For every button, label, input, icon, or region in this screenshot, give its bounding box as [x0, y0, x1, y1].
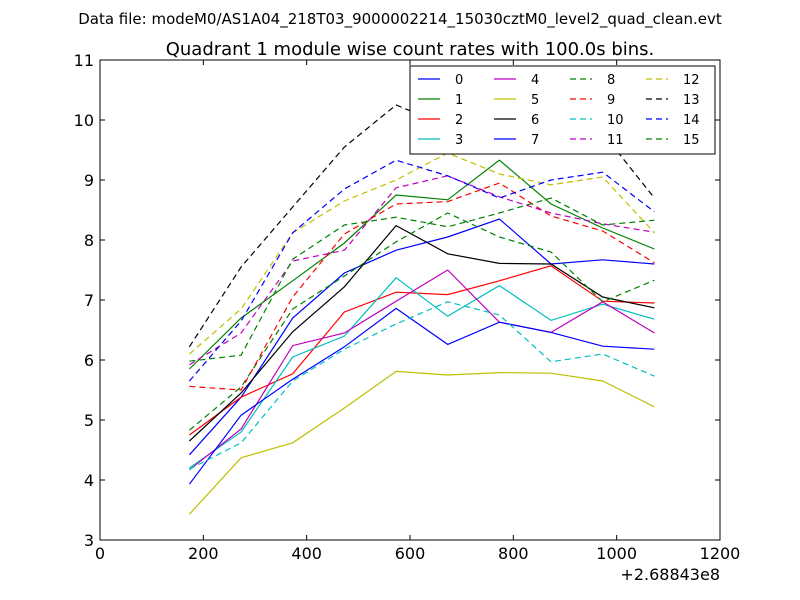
x-tick-label: 0 [95, 544, 105, 563]
series-line-1 [188, 159, 655, 370]
legend-label-4: 4 [531, 73, 539, 88]
legend-label-9: 9 [607, 93, 615, 108]
series-line-9 [189, 182, 655, 391]
series-line-2 [189, 265, 655, 436]
series-line-0 [188, 218, 655, 456]
y-tick-label: 11 [74, 51, 94, 70]
x-tick-label: 600 [395, 544, 426, 563]
y-tick-label: 5 [84, 411, 94, 430]
legend-label-8: 8 [607, 73, 615, 88]
series-line-5 [188, 370, 655, 515]
legend-label-11: 11 [607, 133, 624, 148]
chart-title: Quadrant 1 module wise count rates with … [166, 39, 655, 60]
legend-label-14: 14 [683, 113, 700, 128]
legend-box [409, 65, 716, 155]
series-line-4 [189, 269, 655, 471]
series-line-14 [188, 159, 655, 382]
x-tick-label: 800 [498, 544, 529, 563]
y-tick-label: 10 [74, 111, 94, 130]
series-line-3 [189, 276, 655, 469]
x-tick-label: 200 [188, 544, 219, 563]
figure-suptitle: Data file: modeM0/AS1A04_218T03_90000022… [78, 10, 722, 29]
legend-label-10: 10 [607, 113, 624, 128]
series-line-8 [189, 212, 655, 431]
series-layer [188, 104, 655, 515]
series-line-11 [189, 175, 655, 366]
y-tick-label: 7 [84, 291, 94, 310]
legend-label-5: 5 [531, 93, 539, 108]
legend-label-7: 7 [531, 133, 539, 148]
legend-label-12: 12 [683, 73, 700, 88]
y-tick-label: 4 [84, 471, 94, 490]
legend-label-2: 2 [455, 113, 463, 128]
legend-label-3: 3 [455, 133, 463, 148]
legend-label-1: 1 [455, 93, 463, 108]
y-tick-label: 3 [84, 531, 94, 550]
series-line-6 [188, 224, 655, 442]
x-tick-label: 1000 [596, 544, 637, 563]
y-tick-label: 8 [84, 231, 94, 250]
legend-label-15: 15 [683, 133, 700, 148]
x-tick-label: 400 [291, 544, 322, 563]
legend-label-6: 6 [531, 113, 539, 128]
legend-label-0: 0 [455, 73, 463, 88]
x-offset-label: +2.68843e8 [620, 565, 720, 584]
legend-label-13: 13 [683, 93, 700, 108]
series-line-10 [189, 301, 655, 470]
y-tick-label: 9 [84, 171, 94, 190]
y-tick-label: 6 [84, 351, 94, 370]
series-line-7 [188, 307, 655, 485]
series-line-15 [189, 197, 655, 362]
series-line-12 [189, 152, 655, 355]
x-tick-label: 1200 [700, 544, 741, 563]
